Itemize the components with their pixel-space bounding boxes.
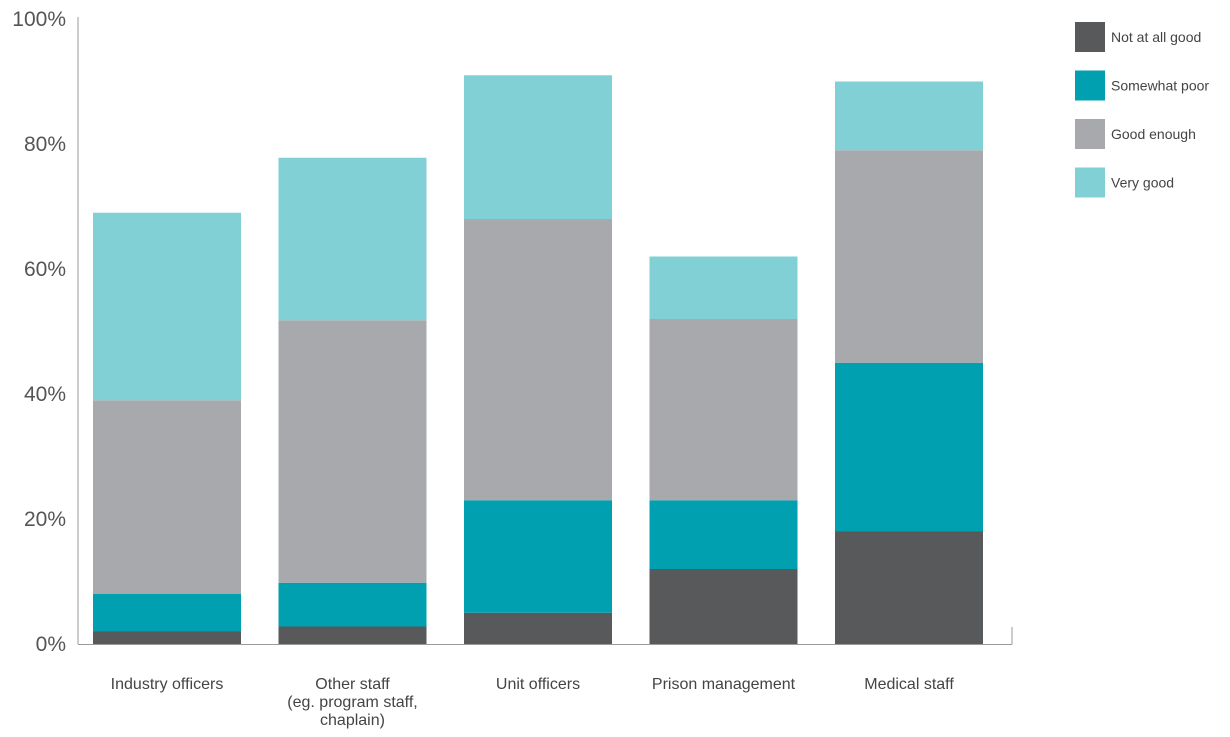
x-tick-label: Unit officers (496, 676, 580, 693)
legend-label: Not at all good (1111, 29, 1201, 45)
x-tick-label: Industry officers (111, 676, 224, 693)
x-axis-labels: Industry officers Other staff (eg. program… (111, 676, 955, 729)
legend: Not at all good Somewhat poor Good enough V… (1075, 22, 1209, 198)
bar-segment-good-enough (93, 400, 241, 594)
bar-segment-good-enough (464, 219, 612, 501)
x-tick-label: Prison management (652, 676, 796, 693)
bars (93, 75, 983, 644)
legend-label: Very good (1111, 175, 1174, 191)
bar-segment-not-at-all-good (464, 612, 612, 644)
y-tick-label: 0% (36, 633, 66, 656)
bar-segment-not-at-all-good (649, 569, 798, 644)
legend-label: Good enough (1111, 126, 1196, 142)
legend-swatch (1075, 22, 1105, 52)
bar-segment-good-enough (278, 320, 427, 583)
bar-segment-good-enough (649, 319, 798, 501)
legend-swatch (1075, 167, 1105, 198)
bar-segment-very-good (278, 157, 427, 321)
x-axis (78, 627, 1013, 645)
bar-segment-somewhat-poor (278, 582, 427, 627)
bar-segment-very-good (649, 256, 798, 319)
bar-segment-very-good (835, 81, 983, 151)
bar-segment-not-at-all-good (93, 631, 241, 644)
bar-segment-not-at-all-good (835, 531, 983, 644)
bar-segment-good-enough (835, 150, 983, 363)
bar-segment-very-good (93, 212, 241, 401)
bar-segment-somewhat-poor (93, 594, 241, 632)
y-tick-label: 80% (24, 133, 66, 156)
x-tick-label: Other staff (eg. program staff, chaplain) (287, 676, 417, 729)
x-tick-label: Medical staff (864, 676, 954, 693)
y-tick-label: 100% (12, 8, 66, 31)
bar-segment-somewhat-poor (835, 362, 983, 532)
bar-segment-somewhat-poor (464, 500, 612, 613)
bar-segment-somewhat-poor (649, 500, 798, 569)
legend-swatch (1075, 119, 1105, 149)
y-axis: 0% 20% 40% 60% 80% 100% (12, 8, 79, 656)
y-tick-label: 40% (24, 383, 66, 406)
y-tick-label: 60% (24, 258, 66, 281)
bar-segment-not-at-all-good (278, 626, 427, 644)
legend-swatch (1075, 70, 1105, 101)
bar-segment-very-good (464, 75, 612, 219)
y-tick-label: 20% (24, 508, 66, 531)
legend-label: Somewhat poor (1111, 78, 1209, 94)
